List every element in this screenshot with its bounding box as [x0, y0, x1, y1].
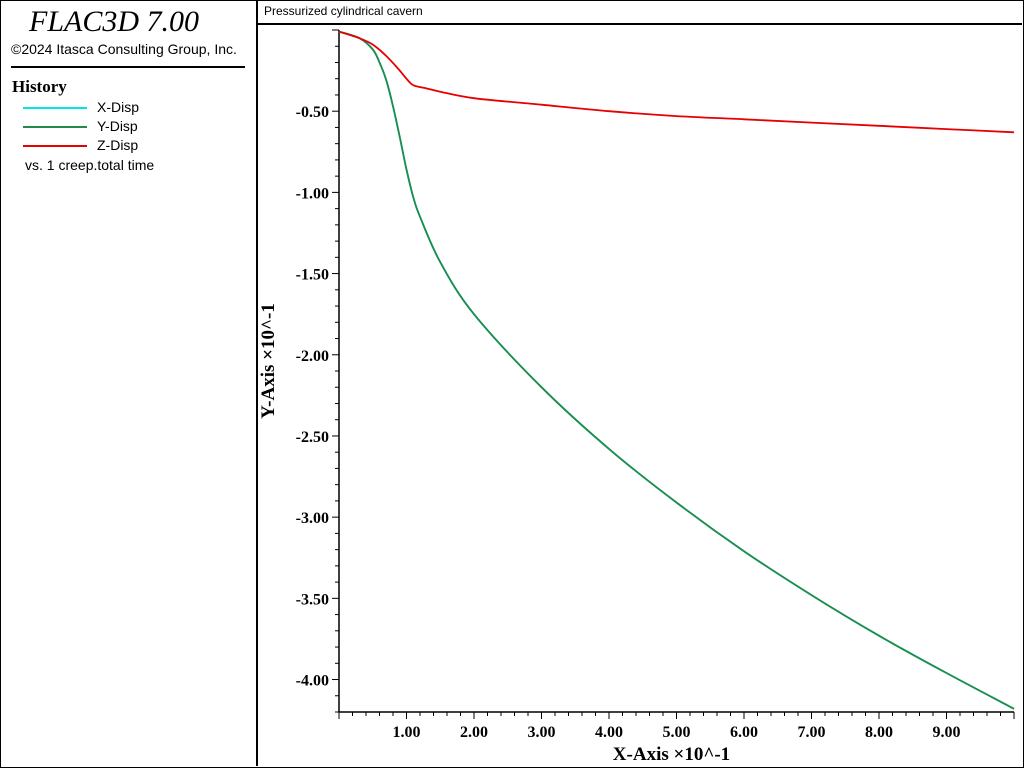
- legend-divider: [11, 66, 245, 68]
- x-axis-label: X-Axis ×10^-1: [613, 744, 730, 765]
- x-tick-label: 3.00: [528, 724, 556, 741]
- legend-label-x-disp: X-Disp: [97, 99, 140, 115]
- y-tick-label: -2.50: [296, 429, 329, 446]
- x-tick-label: 2.00: [460, 724, 488, 741]
- y-tick-label: -3.50: [296, 591, 329, 608]
- app-title: FLAC3D 7.00: [29, 5, 200, 38]
- chart-title: Pressurized cylindrical cavern: [264, 4, 423, 18]
- y-tick-label: -1.00: [296, 185, 329, 202]
- legend-item-y-disp: Y-Disp: [23, 118, 253, 136]
- y-tick-label: -0.50: [296, 104, 329, 121]
- y-axis-label: Y-Axis ×10^-1: [258, 303, 279, 419]
- series-line-z-disp: [338, 30, 1015, 134]
- x-tick-label: 8.00: [865, 724, 893, 741]
- chart-title-bar: Pressurized cylindrical cavern: [258, 1, 1022, 25]
- legend-swatch-z-disp: [23, 145, 87, 147]
- x-tick-label: 4.00: [595, 724, 623, 741]
- vs-axis-text: vs. 1 creep.total time: [25, 157, 155, 173]
- legend-swatch-x-disp: [23, 107, 87, 109]
- history-heading: History: [12, 77, 67, 96]
- y-tick-label: -1.50: [296, 267, 329, 284]
- copyright-text: ©2024 Itasca Consulting Group, Inc.: [11, 41, 237, 57]
- legend-label-z-disp: Z-Disp: [97, 137, 139, 153]
- series-line-y-disp: [338, 30, 1015, 710]
- x-tick-label: 5.00: [663, 724, 691, 741]
- y-tick-label: -3.00: [296, 510, 329, 527]
- x-tick-label: 7.00: [798, 724, 826, 741]
- plot-area: 1.00 2.00 3.00 4.00 5.00 6.00 7.00 8.00 9.00 -0.5…: [258, 29, 1015, 765]
- legend-swatch-y-disp: [23, 126, 87, 128]
- legend-item-z-disp: Z-Disp: [23, 137, 253, 155]
- series-line-x-disp: [338, 30, 1015, 710]
- x-tick-label: 6.00: [730, 724, 758, 741]
- legend-label-y-disp: Y-Disp: [97, 118, 138, 134]
- legend-panel: FLAC3D 7.00 ©2024 Itasca Consulting Grou…: [1, 1, 258, 766]
- y-tick-label: -2.00: [296, 348, 329, 365]
- y-tick-label: -4.00: [296, 673, 329, 690]
- series-layer: [338, 30, 1015, 710]
- x-tick-label: 1.00: [393, 724, 421, 741]
- axes: 1.00 2.00 3.00 4.00 5.00 6.00 7.00 8.00 9.00 -0.5…: [296, 29, 1015, 741]
- x-tick-label: 9.00: [933, 724, 961, 741]
- legend-item-x-disp: X-Disp: [23, 99, 253, 117]
